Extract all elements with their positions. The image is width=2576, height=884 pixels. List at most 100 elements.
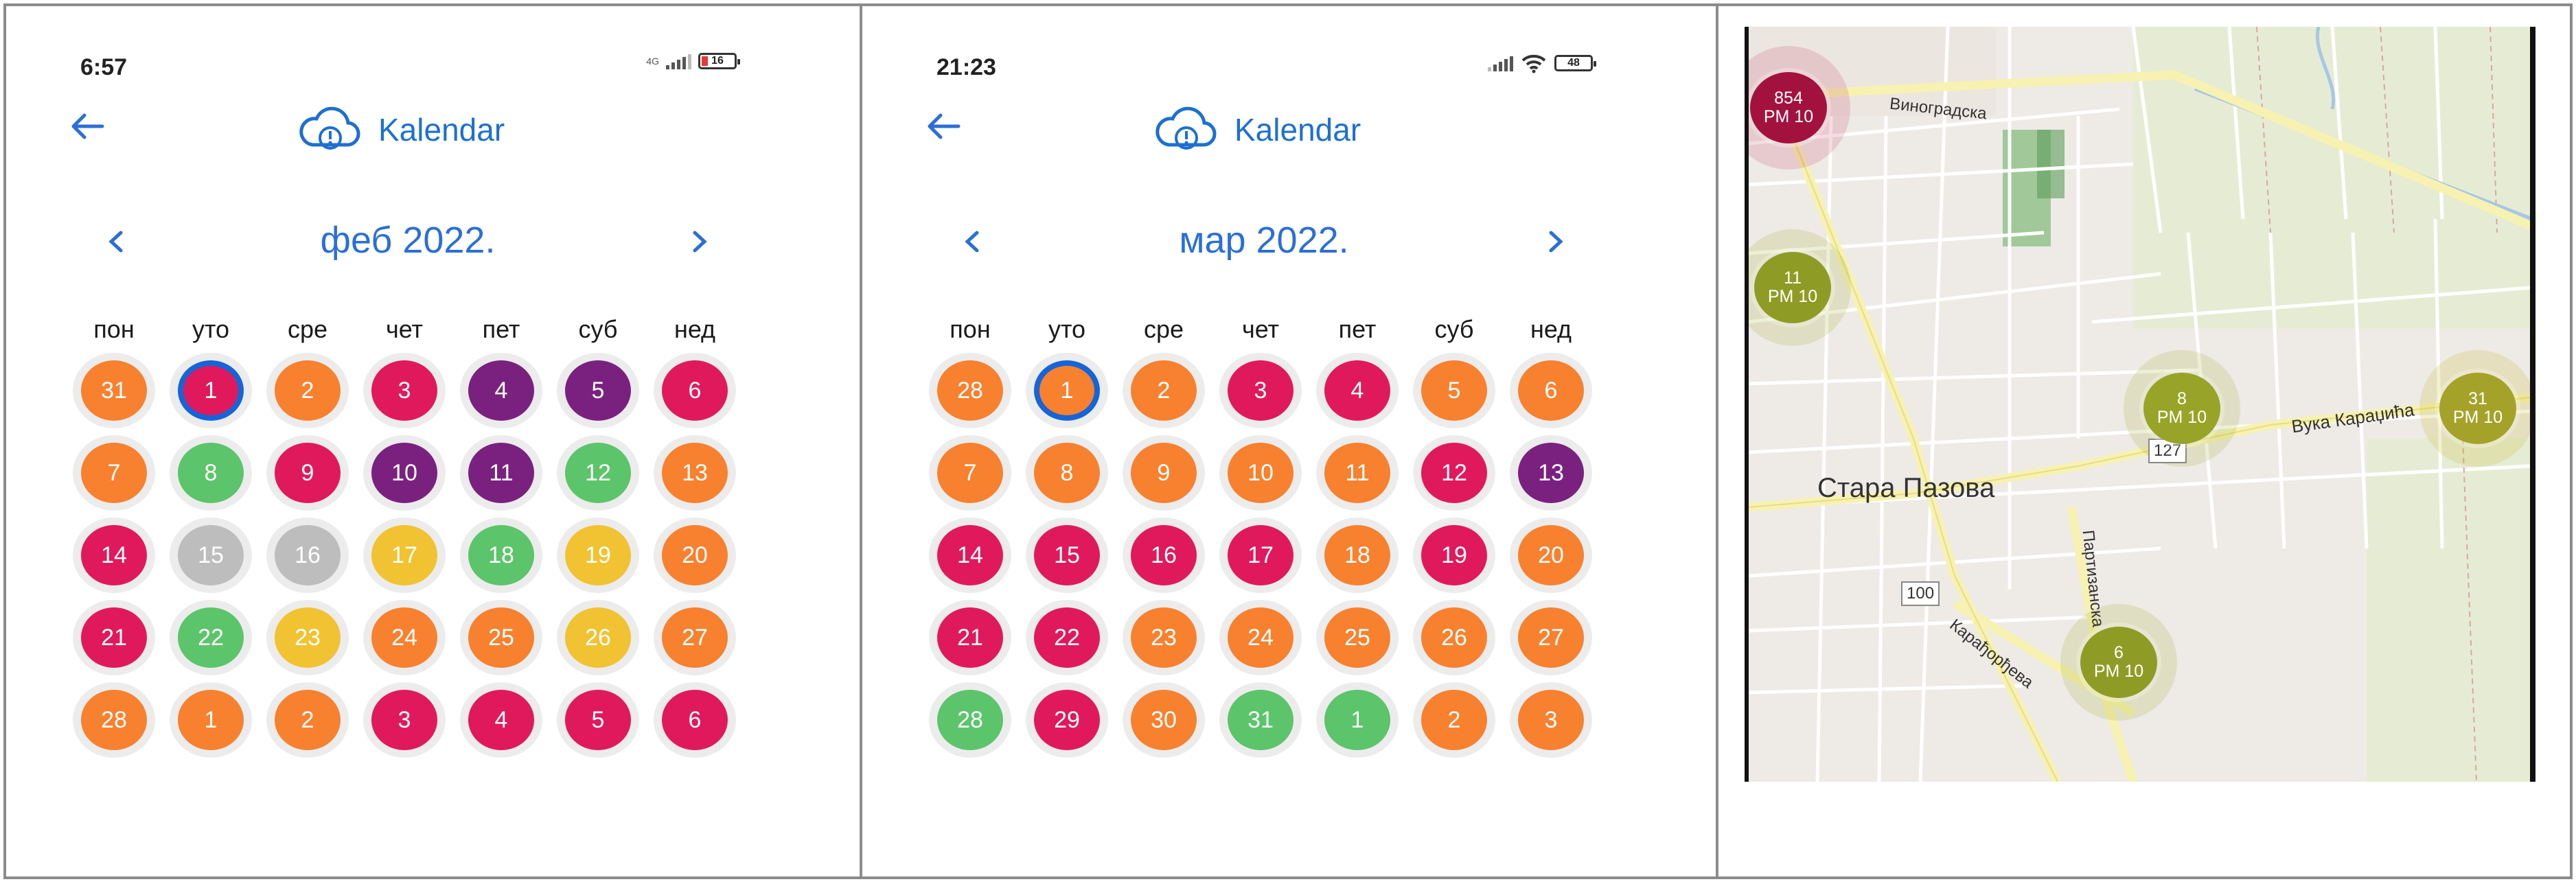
calendar-day[interactable]: 20	[654, 517, 736, 593]
calendar-day[interactable]: 13	[1510, 435, 1592, 511]
calendar-day[interactable]: 21	[929, 600, 1011, 675]
calendar-day[interactable]: 13	[654, 435, 736, 511]
calendar-day[interactable]: 5	[1413, 353, 1495, 428]
calendar-day[interactable]: 22	[1026, 600, 1108, 675]
calendar-day[interactable]: 9	[266, 435, 349, 511]
weekday-header: пон уто сре чет пет суб нед	[928, 315, 1614, 349]
calendar-day[interactable]: 4	[460, 682, 542, 758]
day-number: 27	[1518, 607, 1584, 668]
calendar-day[interactable]: 1	[170, 682, 252, 758]
calendar-day[interactable]: 9	[1123, 435, 1205, 511]
pm10-cluster-marker[interactable]: 8 PM 10	[2143, 373, 2220, 444]
calendar-day[interactable]: 31	[73, 353, 155, 428]
calendar-day[interactable]: 31	[1219, 682, 1302, 758]
calendar-day[interactable]: 4	[1316, 353, 1399, 428]
calendar-day-selected[interactable]: 1	[1026, 353, 1108, 428]
calendar-day[interactable]: 24	[363, 600, 446, 675]
weekday-label: нед	[674, 315, 716, 343]
prev-month-chevron-icon[interactable]	[99, 224, 133, 259]
day-number: 14	[937, 525, 1003, 585]
calendar-day[interactable]: 27	[654, 600, 736, 675]
calendar-day[interactable]: 22	[170, 600, 252, 675]
calendar-day[interactable]: 5	[557, 682, 639, 758]
calendar-day[interactable]: 3	[363, 353, 446, 428]
calendar-day[interactable]: 4	[460, 353, 542, 428]
calendar-day[interactable]: 11	[460, 435, 542, 511]
calendar-day[interactable]: 3	[363, 682, 446, 758]
calendar-day[interactable]: 8	[170, 435, 252, 511]
calendar-day[interactable]: 26	[557, 600, 639, 675]
calendar-day[interactable]: 25	[460, 600, 542, 675]
pm10-cluster-marker[interactable]: 11 PM 10	[1754, 252, 1831, 323]
day-number: 24	[1228, 607, 1293, 668]
calendar-day[interactable]: 27	[1510, 600, 1592, 675]
calendar-day[interactable]: 2	[1413, 682, 1495, 758]
calendar-day-selected[interactable]: 1	[170, 353, 252, 428]
calendar-day[interactable]: 23	[1123, 600, 1205, 675]
calendar-day[interactable]: 2	[1123, 353, 1205, 428]
weekday-label: пон	[950, 315, 991, 343]
app-title: Kalendar	[378, 112, 505, 148]
back-arrow-icon[interactable]	[67, 109, 108, 143]
calendar-day[interactable]: 14	[73, 517, 155, 593]
calendar-day[interactable]: 28	[73, 682, 155, 758]
back-arrow-icon[interactable]	[923, 109, 964, 143]
calendar-day[interactable]: 19	[557, 517, 639, 593]
calendar-day[interactable]: 16	[1123, 517, 1205, 593]
calendar-day[interactable]: 6	[654, 682, 736, 758]
calendar-day[interactable]: 3	[1219, 353, 1302, 428]
pm10-cluster-marker[interactable]: 31 PM 10	[2439, 373, 2516, 444]
calendar-day[interactable]: 20	[1510, 517, 1592, 593]
calendar-day[interactable]: 16	[266, 517, 349, 593]
calendar-day[interactable]: 8	[1026, 435, 1108, 511]
calendar-day[interactable]: 5	[557, 353, 639, 428]
calendar-day[interactable]: 1	[1316, 682, 1399, 758]
day-number: 8	[1034, 443, 1100, 503]
next-month-chevron-icon[interactable]	[1539, 224, 1573, 259]
calendar-day[interactable]: 15	[170, 517, 252, 593]
calendar-day[interactable]: 23	[266, 600, 349, 675]
calendar-day[interactable]: 12	[557, 435, 639, 511]
calendar-day[interactable]: 26	[1413, 600, 1495, 675]
calendar-day[interactable]: 18	[460, 517, 542, 593]
calendar-day[interactable]: 21	[73, 600, 155, 675]
air-quality-map[interactable]: Виноградска Вука Караџића Партизанска Ка…	[1749, 27, 2531, 782]
calendar-day[interactable]: 11	[1316, 435, 1399, 511]
calendar-day[interactable]: 29	[1026, 682, 1108, 758]
day-number: 31	[81, 360, 147, 421]
calendar-day[interactable]: 28	[929, 682, 1011, 758]
pm10-cluster-marker[interactable]: 6 PM 10	[2080, 627, 2157, 698]
calendar-day[interactable]: 6	[1510, 353, 1592, 428]
prev-month-chevron-icon[interactable]	[955, 224, 989, 259]
cluster-value: 854	[1774, 89, 1803, 108]
calendar-screen-february: 6:57 4G 16 Kalendar феб 2022. пон уто сре ч…	[3, 3, 863, 879]
day-number: 16	[275, 525, 341, 585]
day-number: 2	[1131, 360, 1197, 421]
calendar-day[interactable]: 14	[929, 517, 1011, 593]
calendar-day[interactable]: 6	[654, 353, 736, 428]
calendar-day[interactable]: 3	[1510, 682, 1592, 758]
calendar-day[interactable]: 2	[266, 682, 349, 758]
calendar-day[interactable]: 19	[1413, 517, 1495, 593]
map-screen: Виноградска Вука Караџића Партизанска Ка…	[1716, 3, 2573, 879]
calendar-day[interactable]: 17	[363, 517, 446, 593]
calendar-day[interactable]: 30	[1123, 682, 1205, 758]
calendar-day[interactable]: 7	[73, 435, 155, 511]
weekday-label: сре	[287, 315, 328, 343]
calendar-day[interactable]: 17	[1219, 517, 1302, 593]
calendar-day[interactable]: 25	[1316, 600, 1399, 675]
calendar-day[interactable]: 24	[1219, 600, 1302, 675]
calendar-day[interactable]: 2	[266, 353, 349, 428]
calendar-day[interactable]: 10	[363, 435, 446, 511]
calendar-day[interactable]: 12	[1413, 435, 1495, 511]
calendar-day[interactable]: 15	[1026, 517, 1108, 593]
calendar-day[interactable]: 7	[929, 435, 1011, 511]
calendar-day[interactable]: 28	[929, 353, 1011, 428]
calendar-day[interactable]: 18	[1316, 517, 1399, 593]
day-number: 17	[1228, 525, 1293, 585]
cluster-pollutant: PM 10	[2093, 662, 2144, 681]
weekday-label: пет	[482, 315, 520, 343]
next-month-chevron-icon[interactable]	[682, 224, 717, 259]
pm10-cluster-marker[interactable]: 854 PM 10	[1750, 72, 1827, 143]
calendar-day[interactable]: 10	[1219, 435, 1302, 511]
